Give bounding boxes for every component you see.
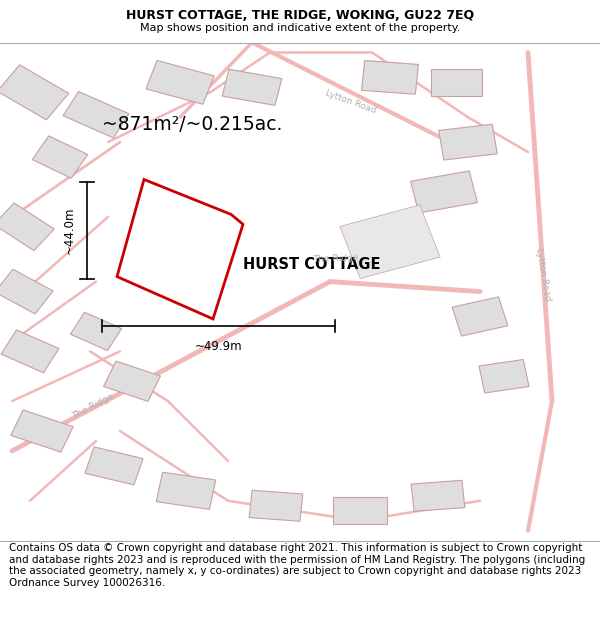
Polygon shape xyxy=(70,312,122,351)
Text: Contains OS data © Crown copyright and database right 2021. This information is : Contains OS data © Crown copyright and d… xyxy=(9,543,585,588)
Text: Lytton Road: Lytton Road xyxy=(325,89,377,116)
Polygon shape xyxy=(11,410,73,452)
Text: The Ridge: The Ridge xyxy=(313,254,359,264)
Text: The Ridge: The Ridge xyxy=(71,391,115,421)
Polygon shape xyxy=(63,91,129,138)
Polygon shape xyxy=(431,69,482,96)
Polygon shape xyxy=(117,179,243,319)
Text: Lytton Road: Lytton Road xyxy=(534,247,552,301)
Polygon shape xyxy=(222,69,282,106)
Polygon shape xyxy=(146,61,214,104)
Polygon shape xyxy=(333,497,387,524)
Text: ~44.0m: ~44.0m xyxy=(63,207,76,254)
Polygon shape xyxy=(1,330,59,372)
Polygon shape xyxy=(32,136,88,178)
Text: ~49.9m: ~49.9m xyxy=(194,341,242,353)
Polygon shape xyxy=(362,61,418,94)
Polygon shape xyxy=(104,361,160,401)
Polygon shape xyxy=(411,480,465,511)
Polygon shape xyxy=(0,203,54,251)
Polygon shape xyxy=(0,65,69,120)
Polygon shape xyxy=(85,447,143,485)
Polygon shape xyxy=(249,490,303,521)
Polygon shape xyxy=(340,205,440,279)
Polygon shape xyxy=(479,359,529,393)
Polygon shape xyxy=(439,124,497,160)
Text: HURST COTTAGE, THE RIDGE, WOKING, GU22 7EQ: HURST COTTAGE, THE RIDGE, WOKING, GU22 7… xyxy=(126,9,474,22)
Polygon shape xyxy=(452,297,508,336)
Polygon shape xyxy=(156,472,216,509)
Text: ~871m²/~0.215ac.: ~871m²/~0.215ac. xyxy=(102,115,283,134)
Polygon shape xyxy=(410,171,478,213)
Text: Map shows position and indicative extent of the property.: Map shows position and indicative extent… xyxy=(140,23,460,33)
Text: HURST COTTAGE: HURST COTTAGE xyxy=(243,257,381,272)
Polygon shape xyxy=(0,269,53,314)
